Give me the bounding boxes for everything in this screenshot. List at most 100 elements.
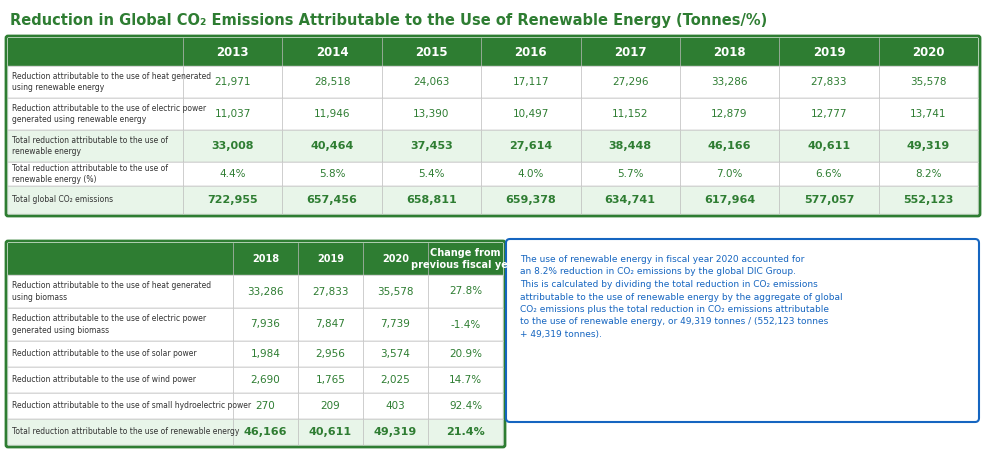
Text: Reduction attributable to the use of electric power
generated using renewable en: Reduction attributable to the use of ele… bbox=[12, 104, 206, 124]
Text: 17,117: 17,117 bbox=[513, 77, 549, 87]
Text: 634,741: 634,741 bbox=[604, 195, 656, 205]
Text: 46,166: 46,166 bbox=[708, 141, 751, 151]
Text: 2020: 2020 bbox=[382, 254, 409, 264]
FancyBboxPatch shape bbox=[8, 243, 503, 275]
Text: 40,611: 40,611 bbox=[309, 427, 352, 437]
Text: 10,497: 10,497 bbox=[513, 109, 549, 119]
Text: 14.7%: 14.7% bbox=[449, 375, 482, 385]
Text: 577,057: 577,057 bbox=[804, 195, 854, 205]
Text: 12,777: 12,777 bbox=[810, 109, 847, 119]
Text: 658,811: 658,811 bbox=[406, 195, 457, 205]
Text: 617,964: 617,964 bbox=[704, 195, 755, 205]
Text: Reduction attributable to the use of heat generated
using renewable energy: Reduction attributable to the use of hea… bbox=[12, 72, 211, 92]
Text: 12,879: 12,879 bbox=[711, 109, 747, 119]
FancyBboxPatch shape bbox=[8, 98, 978, 130]
Text: 27,833: 27,833 bbox=[810, 77, 847, 87]
Text: 37,453: 37,453 bbox=[410, 141, 453, 151]
Text: Total reduction attributable to the use of
renewable energy (%): Total reduction attributable to the use … bbox=[12, 164, 168, 184]
FancyBboxPatch shape bbox=[506, 239, 979, 422]
Text: 13,741: 13,741 bbox=[910, 109, 947, 119]
Text: 11,037: 11,037 bbox=[215, 109, 250, 119]
Text: Reduction attributable to the use of heat generated
using biomass: Reduction attributable to the use of hea… bbox=[12, 281, 211, 302]
Text: 49,319: 49,319 bbox=[907, 141, 950, 151]
Text: 270: 270 bbox=[255, 401, 275, 411]
Text: 7,739: 7,739 bbox=[381, 319, 410, 329]
Text: Total reduction attributable to the use of
renewable energy: Total reduction attributable to the use … bbox=[12, 136, 168, 156]
FancyBboxPatch shape bbox=[8, 162, 978, 186]
Text: 28,518: 28,518 bbox=[314, 77, 350, 87]
Text: Total reduction attributable to the use of renewable energy: Total reduction attributable to the use … bbox=[12, 428, 240, 437]
Text: 7,936: 7,936 bbox=[250, 319, 280, 329]
Text: 2013: 2013 bbox=[217, 45, 248, 58]
Text: 2016: 2016 bbox=[515, 45, 547, 58]
Text: 33,008: 33,008 bbox=[211, 141, 254, 151]
Text: 2019: 2019 bbox=[317, 254, 344, 264]
Text: 27,614: 27,614 bbox=[509, 141, 552, 151]
Text: 13,390: 13,390 bbox=[413, 109, 450, 119]
Text: 3,574: 3,574 bbox=[381, 349, 410, 359]
Text: 27,833: 27,833 bbox=[313, 286, 349, 297]
Text: Reduction attributable to the use of electric power
generated using biomass: Reduction attributable to the use of ele… bbox=[12, 314, 206, 335]
Text: 2,956: 2,956 bbox=[316, 349, 345, 359]
Text: 35,578: 35,578 bbox=[910, 77, 947, 87]
Text: 46,166: 46,166 bbox=[244, 427, 287, 437]
Text: The use of renewable energy in fiscal year 2020 accounted for
an 8.2% reduction : The use of renewable energy in fiscal ye… bbox=[520, 255, 843, 339]
Text: 27,296: 27,296 bbox=[612, 77, 649, 87]
Text: -1.4%: -1.4% bbox=[451, 319, 480, 329]
Text: 33,286: 33,286 bbox=[711, 77, 747, 87]
FancyBboxPatch shape bbox=[8, 393, 503, 419]
Text: 11,152: 11,152 bbox=[612, 109, 649, 119]
Text: 35,578: 35,578 bbox=[378, 286, 414, 297]
Text: 2,690: 2,690 bbox=[250, 375, 280, 385]
Text: 8.2%: 8.2% bbox=[915, 169, 942, 179]
Text: 92.4%: 92.4% bbox=[449, 401, 482, 411]
FancyBboxPatch shape bbox=[8, 38, 978, 66]
Text: 403: 403 bbox=[386, 401, 405, 411]
Text: Change from
previous fiscal year: Change from previous fiscal year bbox=[411, 248, 520, 270]
Text: 209: 209 bbox=[320, 401, 340, 411]
Text: 2019: 2019 bbox=[812, 45, 845, 58]
Text: 659,378: 659,378 bbox=[506, 195, 556, 205]
Text: 40,611: 40,611 bbox=[808, 141, 851, 151]
Text: 38,448: 38,448 bbox=[608, 141, 652, 151]
Text: 6.6%: 6.6% bbox=[815, 169, 842, 179]
Text: 722,955: 722,955 bbox=[207, 195, 258, 205]
FancyBboxPatch shape bbox=[8, 130, 978, 162]
Text: 1,765: 1,765 bbox=[316, 375, 345, 385]
Text: 20.9%: 20.9% bbox=[449, 349, 482, 359]
Text: 657,456: 657,456 bbox=[307, 195, 358, 205]
FancyBboxPatch shape bbox=[8, 367, 503, 393]
Text: 49,319: 49,319 bbox=[374, 427, 417, 437]
Text: 33,286: 33,286 bbox=[247, 286, 284, 297]
FancyBboxPatch shape bbox=[8, 341, 503, 367]
Text: 21.4%: 21.4% bbox=[446, 427, 485, 437]
Text: Reduction attributable to the use of wind power: Reduction attributable to the use of win… bbox=[12, 376, 196, 385]
Text: 7,847: 7,847 bbox=[316, 319, 345, 329]
Text: 2018: 2018 bbox=[713, 45, 745, 58]
FancyBboxPatch shape bbox=[8, 275, 503, 308]
Text: 4.4%: 4.4% bbox=[220, 169, 246, 179]
Text: 21,971: 21,971 bbox=[214, 77, 251, 87]
Text: 2,025: 2,025 bbox=[381, 375, 410, 385]
Text: 2015: 2015 bbox=[415, 45, 448, 58]
Text: 2014: 2014 bbox=[316, 45, 348, 58]
Text: 2017: 2017 bbox=[614, 45, 647, 58]
Text: 2018: 2018 bbox=[252, 254, 279, 264]
FancyBboxPatch shape bbox=[8, 186, 978, 214]
FancyBboxPatch shape bbox=[8, 66, 978, 98]
FancyBboxPatch shape bbox=[8, 419, 503, 445]
Text: 552,123: 552,123 bbox=[903, 195, 953, 205]
Text: 7.0%: 7.0% bbox=[717, 169, 742, 179]
FancyBboxPatch shape bbox=[8, 308, 503, 341]
Text: Reduction attributable to the use of solar power: Reduction attributable to the use of sol… bbox=[12, 350, 196, 358]
Text: 4.0%: 4.0% bbox=[518, 169, 544, 179]
Text: 2020: 2020 bbox=[912, 45, 945, 58]
Text: 5.8%: 5.8% bbox=[318, 169, 345, 179]
Text: Reduction in Global CO₂ Emissions Attributable to the Use of Renewable Energy (T: Reduction in Global CO₂ Emissions Attrib… bbox=[10, 13, 767, 28]
Text: 5.7%: 5.7% bbox=[617, 169, 644, 179]
Text: 27.8%: 27.8% bbox=[449, 286, 482, 297]
Text: 11,946: 11,946 bbox=[314, 109, 350, 119]
Text: 40,464: 40,464 bbox=[311, 141, 354, 151]
Text: Total global CO₂ emissions: Total global CO₂ emissions bbox=[12, 196, 113, 204]
Text: 1,984: 1,984 bbox=[250, 349, 280, 359]
